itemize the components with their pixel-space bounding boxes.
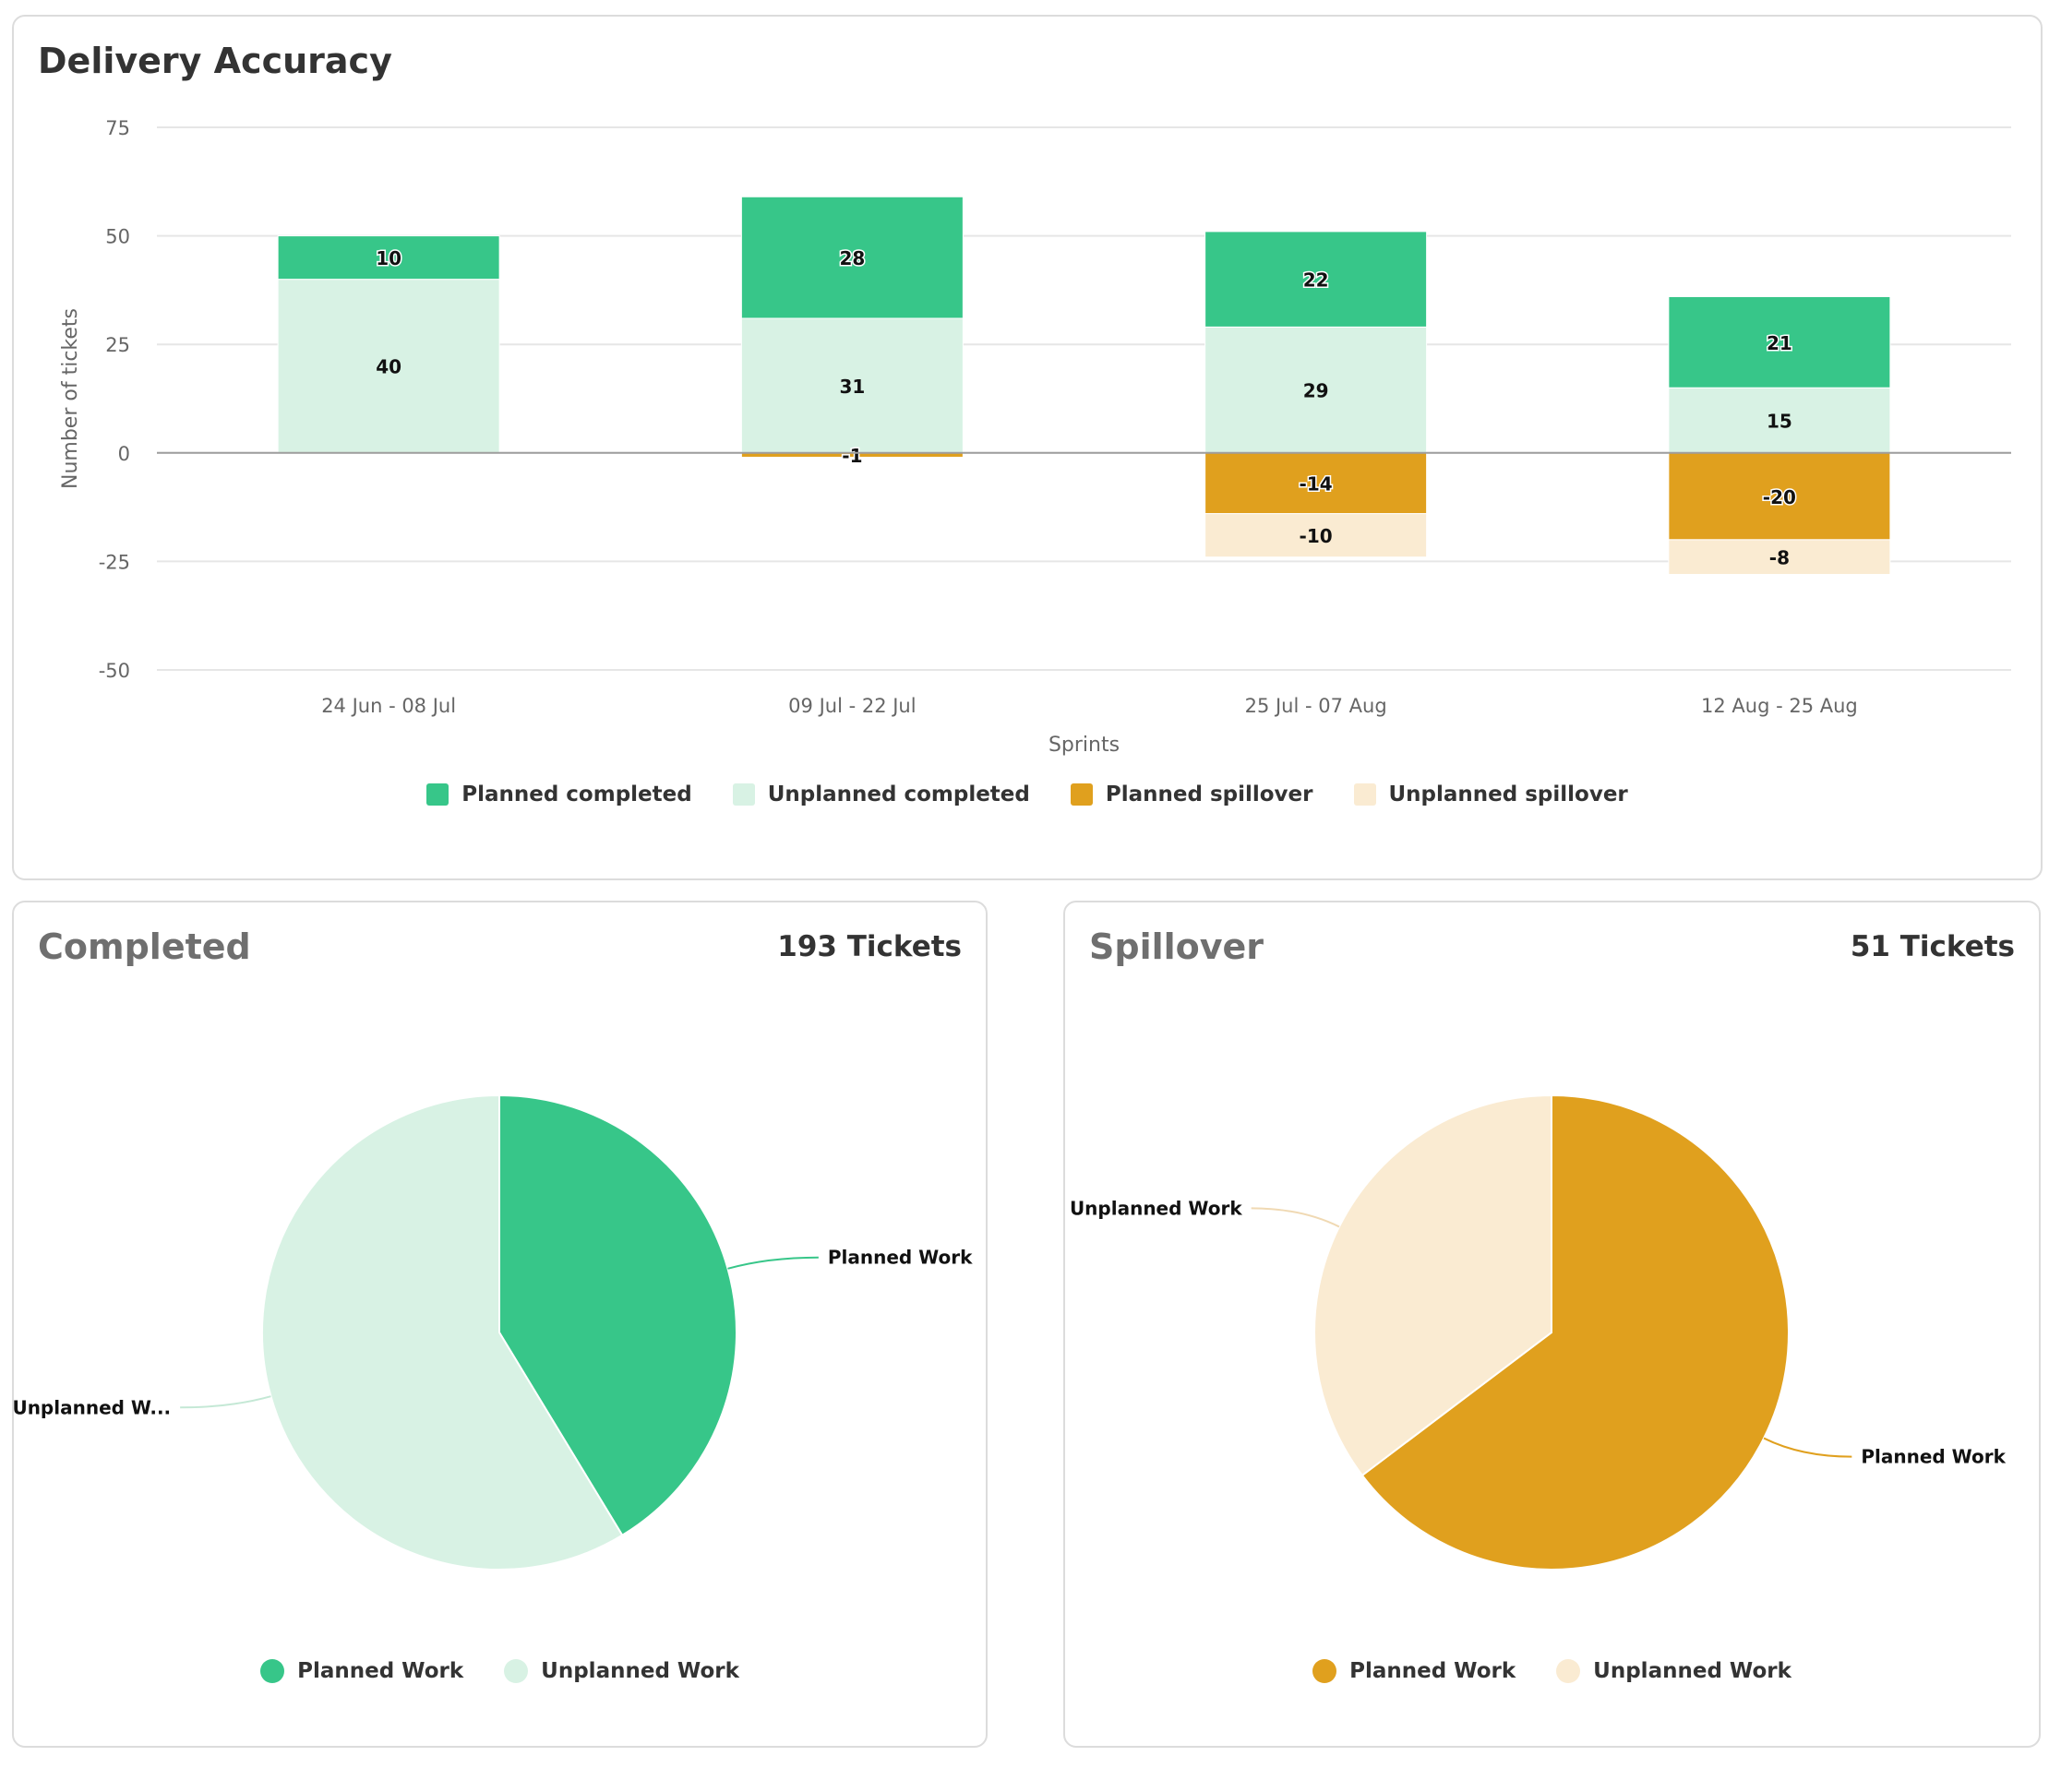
- legend-item-unplanned-completed[interactable]: Unplanned completed: [732, 783, 1030, 806]
- legend-label: Unplanned Work: [541, 1659, 739, 1683]
- legend-item-planned-spillover[interactable]: Planned spillover: [1070, 783, 1313, 806]
- legend-item-unplanned-spillover[interactable]: Unplanned spillover: [1353, 783, 1628, 806]
- legend-label: Planned spillover: [1105, 783, 1313, 806]
- pie-slice-unplanned-work: [1313, 1093, 1552, 1477]
- pie-slice-planned-work: [1360, 1093, 1790, 1571]
- legend-dot: [504, 1659, 529, 1683]
- callout-line: [1251, 1207, 1340, 1228]
- x-tick-label: 24 Jun - 08 Jul: [321, 695, 456, 717]
- bar-value-label: 40: [376, 356, 401, 378]
- spillover-legend: Planned Work Unplanned Work: [1065, 1659, 2039, 1683]
- legend-dot: [260, 1659, 285, 1683]
- bar-value-label: 28: [839, 247, 865, 269]
- bar-value-label: 29: [1303, 380, 1329, 402]
- y-tick-label: 0: [118, 443, 130, 465]
- callout-label: Planned Work: [1861, 1446, 2006, 1468]
- delivery-accuracy-card: Delivery Accuracy 75 50 25 0 -25 -50 40 10 24 Ju…: [12, 15, 2043, 880]
- callout-label: Planned Work: [828, 1247, 973, 1269]
- legend-label: Planned completed: [461, 783, 692, 806]
- legend-dot: [1556, 1659, 1581, 1683]
- spillover-title: Spillover: [1089, 926, 1264, 967]
- completed-legend: Planned Work Unplanned Work: [14, 1659, 986, 1683]
- legend-label: Unplanned completed: [767, 783, 1030, 806]
- bar-value-label: -10: [1300, 525, 1333, 547]
- bar-planned-spillover: [1668, 452, 1891, 541]
- spillover-card: Spillover 51 Tickets Planned Work Unplann…: [1063, 901, 2041, 1748]
- bar-value-label: 31: [839, 376, 865, 398]
- x-tick-label: 12 Aug - 25 Aug: [1701, 695, 1858, 717]
- legend-swatch: [732, 783, 755, 806]
- bar-planned-completed: [277, 235, 500, 281]
- y-tick-label: 75: [105, 117, 130, 139]
- completed-card: Completed 193 Tickets Planned Work Unplan…: [12, 901, 988, 1748]
- spillover-ticket-count: 51 Tickets: [1850, 930, 2015, 963]
- bar-unplanned-spillover: [1668, 539, 1891, 576]
- legend-label: Planned Work: [1349, 1659, 1516, 1683]
- legend-dot: [1312, 1659, 1337, 1683]
- spillover-pie-chart: Planned Work Unplanned Work: [1070, 1093, 2007, 1571]
- y-axis-title: Number of tickets: [59, 308, 82, 489]
- y-tick-label: 25: [105, 334, 130, 356]
- bar-value-label: -14: [1300, 473, 1333, 496]
- legend-label: Unplanned spillover: [1388, 783, 1628, 806]
- bar-planned-completed: [1668, 295, 1891, 388]
- legend-swatch: [426, 783, 449, 806]
- y-tick-label: -50: [99, 660, 130, 682]
- legend-swatch: [1353, 783, 1376, 806]
- legend-item-planned-completed[interactable]: Planned completed: [426, 783, 692, 806]
- bar-unplanned-completed: [1668, 387, 1891, 454]
- completed-pie-chart: Planned Work Unplanned W...: [14, 1093, 973, 1571]
- bar-planned-spillover: [1204, 452, 1428, 515]
- bar-unplanned-completed: [1204, 326, 1428, 454]
- pie-slice-unplanned-work: [261, 1093, 624, 1571]
- legend-item-planned-work[interactable]: Planned Work: [1312, 1659, 1516, 1683]
- y-tick-label: 50: [105, 226, 130, 248]
- callout-label: Unplanned W...: [14, 1396, 171, 1418]
- bar-unplanned-completed: [277, 279, 500, 454]
- x-tick-label: 09 Jul - 22 Jul: [788, 695, 916, 717]
- legend-item-unplanned-work[interactable]: Unplanned Work: [504, 1659, 739, 1683]
- completed-title: Completed: [38, 926, 251, 967]
- bar-value-label: 15: [1767, 411, 1792, 433]
- legend-item-planned-work[interactable]: Planned Work: [260, 1659, 463, 1683]
- callout-line: [180, 1395, 271, 1409]
- callout-label: Unplanned Work: [1070, 1197, 1242, 1219]
- bar-value-label: -20: [1763, 486, 1796, 508]
- legend-label: Planned Work: [297, 1659, 464, 1683]
- delivery-accuracy-legend: Planned completed Unplanned completed Plan…: [14, 783, 2041, 806]
- delivery-accuracy-chart: 75 50 25 0 -25 -50 40 10 24 Jun - 08 Jul 31 28 -1 09…: [59, 117, 2011, 757]
- bar-value-label: 22: [1303, 269, 1329, 292]
- bar-planned-completed: [740, 196, 964, 319]
- y-tick-label: -25: [99, 551, 130, 573]
- x-axis-title: Sprints: [1048, 734, 1120, 757]
- legend-item-unplanned-work[interactable]: Unplanned Work: [1556, 1659, 1791, 1683]
- bar-value-label: 10: [376, 247, 401, 269]
- bar-value-label: -1: [842, 445, 862, 467]
- delivery-accuracy-title: Delivery Accuracy: [38, 41, 392, 81]
- bar-unplanned-spillover: [1204, 513, 1428, 558]
- legend-label: Unplanned Work: [1593, 1659, 1791, 1683]
- x-tick-label: 25 Jul - 07 Aug: [1245, 695, 1387, 717]
- bar-value-label: 21: [1767, 332, 1792, 354]
- bar-value-label: -8: [1769, 547, 1790, 569]
- legend-swatch: [1070, 783, 1093, 806]
- completed-ticket-count: 193 Tickets: [777, 930, 962, 963]
- callout-line: [1763, 1437, 1852, 1458]
- callout-line: [727, 1256, 819, 1270]
- bar-planned-completed: [1204, 231, 1428, 328]
